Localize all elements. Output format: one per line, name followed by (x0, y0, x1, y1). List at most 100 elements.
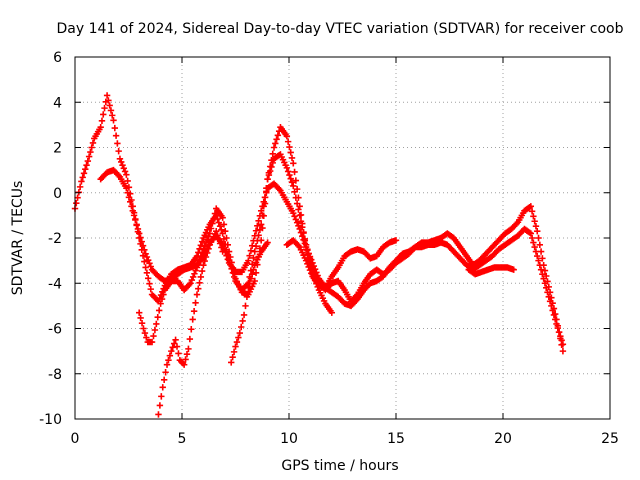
data-point (243, 293, 251, 301)
data-point (295, 194, 302, 201)
data-point (196, 279, 203, 286)
data-point (133, 221, 140, 228)
data-point (549, 307, 556, 314)
data-point (261, 200, 269, 207)
data-point (527, 203, 535, 210)
data-point (235, 334, 242, 341)
data-point (98, 117, 106, 125)
data-point (265, 169, 273, 177)
data-point (295, 222, 302, 229)
data-point (146, 280, 153, 287)
y-tick-label: -8 (48, 367, 62, 383)
data-point (305, 250, 312, 257)
data-point (219, 214, 226, 221)
data-point (132, 216, 139, 224)
data-point (173, 343, 181, 350)
data-point (82, 166, 89, 173)
data-point (163, 361, 171, 368)
data-point (526, 204, 533, 211)
data-point (288, 179, 296, 186)
data-point (246, 252, 253, 259)
data-point (87, 148, 94, 156)
data-point (111, 124, 119, 132)
data-point (139, 242, 147, 249)
data-point (207, 225, 215, 232)
data-point (197, 273, 205, 281)
data-point (144, 275, 152, 282)
data-point (155, 307, 163, 314)
data-point (218, 226, 225, 234)
data-point (115, 147, 122, 155)
data-point (296, 225, 303, 233)
data-point (295, 206, 302, 213)
data-point (224, 241, 231, 248)
data-point (100, 111, 107, 118)
data-point (530, 213, 537, 220)
data-point (510, 266, 517, 273)
data-point (186, 335, 194, 343)
data-point (192, 267, 199, 274)
data-point (302, 257, 310, 264)
data-point (123, 185, 130, 192)
data-point (197, 242, 205, 249)
data-point (287, 149, 294, 156)
data-point (140, 325, 147, 332)
data-point (532, 248, 540, 255)
data-point (157, 300, 164, 307)
data-point (251, 232, 258, 239)
data-point (223, 234, 230, 242)
series-day-5 (228, 239, 271, 366)
data-point (166, 352, 174, 359)
data-point (144, 256, 152, 264)
data-point (255, 217, 262, 225)
data-point (552, 310, 559, 318)
data-point (552, 316, 559, 323)
data-point (141, 246, 148, 253)
data-point (160, 376, 168, 383)
data-point (247, 275, 255, 282)
data-point (259, 224, 266, 232)
data-point (192, 299, 199, 307)
data-point (392, 237, 400, 244)
data-point (229, 353, 236, 361)
data-point (306, 266, 314, 274)
data-point (73, 199, 80, 207)
data-point (328, 309, 335, 316)
data-point (205, 245, 212, 253)
x-tick-label: 0 (71, 431, 80, 447)
data-point (283, 164, 291, 172)
data-point (201, 257, 208, 265)
data-point (541, 280, 549, 287)
data-point (106, 102, 113, 109)
data-point (225, 248, 233, 255)
data-point (120, 165, 127, 172)
data-point (261, 194, 269, 201)
data-point (539, 255, 546, 262)
data-point (110, 117, 117, 124)
data-point (141, 329, 149, 337)
data-point (557, 332, 564, 340)
data-point (143, 269, 151, 277)
data-point (183, 350, 191, 358)
data-point (114, 140, 121, 147)
data-point (300, 236, 307, 244)
data-point (191, 270, 198, 277)
data-point (118, 158, 125, 166)
data-point (290, 182, 297, 190)
data-point (539, 271, 546, 278)
data-point (196, 256, 203, 264)
data-point (257, 207, 265, 215)
data-point (195, 285, 202, 292)
data-point (198, 238, 206, 245)
y-tick-label: -6 (48, 322, 62, 338)
data-point (534, 228, 541, 235)
data-point (528, 208, 536, 215)
data-point (202, 239, 210, 247)
data-point (531, 218, 538, 225)
data-point (532, 223, 540, 230)
data-point (251, 277, 258, 285)
data-point (546, 298, 554, 305)
data-point (116, 155, 124, 163)
data-point (299, 232, 306, 240)
data-point (227, 253, 234, 261)
